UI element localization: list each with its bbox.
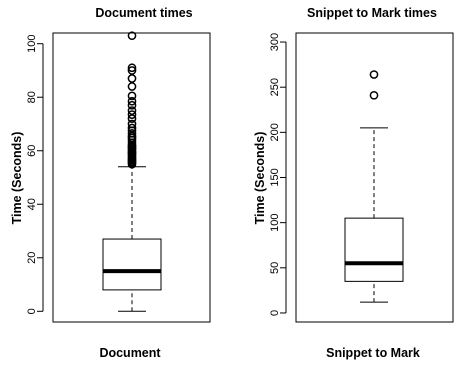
y-tick-label: 100 [26, 35, 38, 53]
outlier-point [127, 63, 137, 73]
outlier-point [127, 96, 137, 106]
outlier-point [127, 74, 137, 83]
outlier-point [127, 110, 137, 119]
y-tick-label: 60 [26, 145, 38, 157]
panel-snippet-to-mark-times: Snippet to Mark times 0 50 100 150 200 250 300… [253, 6, 454, 360]
interquartile-box [102, 238, 162, 291]
outlier-point [127, 131, 137, 141]
outlier-point [127, 66, 137, 75]
outlier-point [369, 70, 379, 79]
y-axis-ticks: 0 50 100 150 200 250 300 [269, 33, 286, 316]
outlier-points [127, 31, 137, 169]
outlier-point [127, 114, 137, 123]
y-tick-label: 300 [269, 33, 281, 51]
x-axis-label: Document [99, 346, 161, 360]
y-tick-label: 250 [269, 78, 281, 96]
y-axis-label: Time (Seconds) [253, 132, 267, 225]
outlier-point [127, 123, 137, 133]
outlier-point [127, 106, 137, 115]
box-plot [102, 166, 162, 312]
outlier-point [127, 31, 137, 41]
chart-title: Snippet to Mark times [307, 6, 437, 20]
y-tick-label: 0 [26, 308, 38, 314]
outlier-point [127, 128, 137, 138]
outlier-point [127, 82, 137, 91]
y-tick-label: 80 [26, 91, 38, 103]
y-tick-label: 50 [269, 262, 281, 274]
y-tick-label: 0 [269, 310, 281, 316]
outlier-point [369, 90, 379, 100]
y-tick-label: 100 [269, 213, 281, 231]
y-tick-label: 150 [269, 168, 281, 186]
interquartile-box [344, 217, 404, 282]
outlier-point [127, 100, 137, 110]
plot-frame [52, 32, 211, 323]
panel-document-times: Document times 0 20 40 60 80 100 Time (Second… [10, 6, 211, 360]
outlier-points [369, 70, 379, 100]
plot-frame [295, 32, 454, 323]
outlier-point [127, 119, 137, 129]
y-tick-label: 40 [26, 198, 38, 210]
y-axis-ticks: 0 20 40 60 80 100 [26, 35, 43, 314]
y-tick-label: 20 [26, 252, 38, 264]
x-axis-label: Snippet to Mark [326, 346, 420, 360]
outlier-point [127, 91, 137, 101]
y-tick-label: 200 [269, 123, 281, 141]
box-plot [344, 127, 404, 303]
y-axis-label: Time (Seconds) [10, 132, 24, 225]
chart-title: Document times [95, 6, 192, 20]
